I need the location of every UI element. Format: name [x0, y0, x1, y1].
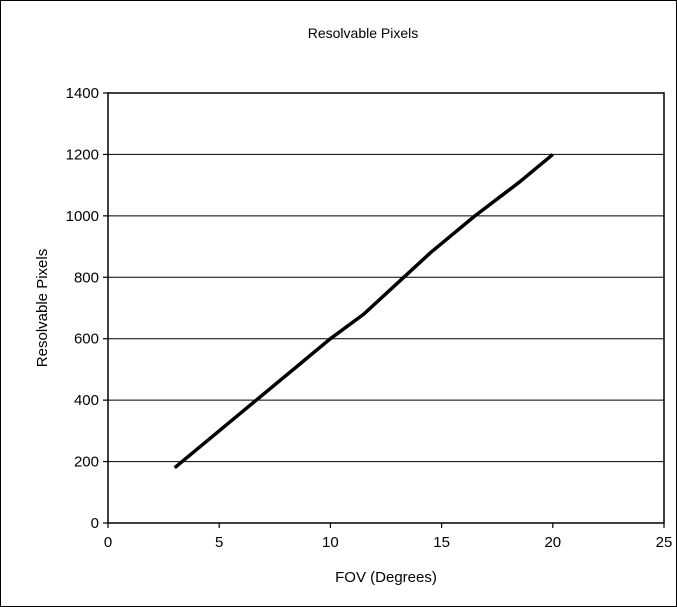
y-tick-label: 400 [74, 392, 99, 409]
series-layer [173, 153, 554, 470]
y-tick-label: 1400 [66, 85, 99, 102]
y-tick-label: 800 [74, 269, 99, 286]
x-tick-label: 0 [104, 534, 112, 551]
x-tick-label: 15 [433, 534, 450, 551]
x-tick-label: 25 [656, 534, 673, 551]
y-axis-ticks: 0 200 400 600 800 1000 1200 1400 [66, 85, 108, 532]
y-tick-label: 1000 [66, 208, 99, 225]
x-axis-ticks: 0 5 10 15 20 25 [104, 523, 673, 551]
y-tick-label: 1200 [66, 146, 99, 163]
chart-title: Resolvable Pixels [308, 25, 419, 41]
x-tick-label: 20 [544, 534, 561, 551]
y-axis-title: Resolvable Pixels [34, 249, 51, 367]
x-tick-label: 10 [322, 534, 339, 551]
grid-lines [108, 153, 664, 463]
series-line [173, 153, 554, 470]
y-tick-label: 600 [74, 331, 99, 348]
y-tick-label: 200 [74, 454, 99, 471]
x-axis-title: FOV (Degrees) [335, 569, 437, 586]
y-tick-label: 0 [91, 515, 99, 532]
plot-area [107, 92, 665, 524]
x-tick-label: 5 [215, 534, 223, 551]
